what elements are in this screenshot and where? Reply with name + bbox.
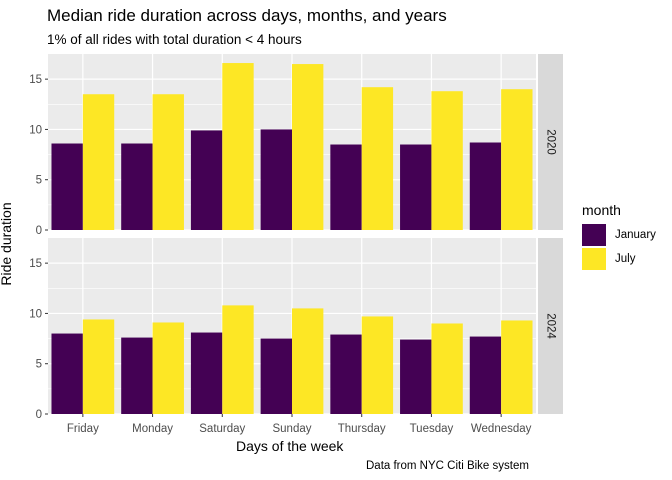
bar-2020-july-thursday <box>361 87 394 230</box>
bar-2020-july-saturday <box>222 63 254 231</box>
facet-strip-label-2024: 2024 <box>544 313 556 339</box>
x-tick-label-sunday: Sunday <box>272 423 311 435</box>
bar-2020-january-wednesday <box>469 142 502 230</box>
bar-2024-july-sunday <box>292 308 324 414</box>
x-tick-label-thursday: Thursday <box>338 423 386 435</box>
legend-label-january: January <box>615 229 656 241</box>
facet-panel-2020: 0 5 10 15 2020 <box>29 54 563 237</box>
y-tick-label: 5 <box>36 175 42 187</box>
bar-2024-july-friday <box>82 319 115 414</box>
bar-2024-july-thursday <box>361 316 394 414</box>
y-tick-label: 0 <box>36 409 42 421</box>
bar-2020-january-friday <box>51 143 83 230</box>
bar-2024-january-friday <box>51 333 83 414</box>
y-tick-label: 5 <box>36 359 42 371</box>
y-tick-label: 10 <box>29 308 42 320</box>
bar-2020-july-tuesday <box>431 91 463 230</box>
chart-caption: Data from NYC Citi Bike system <box>366 460 529 472</box>
bar-2024-july-monday <box>152 322 184 414</box>
x-tick-label-wednesday: Wednesday <box>471 423 532 435</box>
y-tick-label: 15 <box>29 74 42 86</box>
bar-2024-january-saturday <box>190 332 223 414</box>
bar-2024-january-monday <box>121 337 153 414</box>
bar-2020-january-sunday <box>260 129 292 230</box>
bar-2020-january-tuesday <box>400 144 432 230</box>
y-tick-label: 0 <box>36 225 42 237</box>
legend-title: month <box>582 202 621 218</box>
bar-2020-january-monday <box>121 143 153 230</box>
chart-title: Median ride duration across days, months… <box>47 6 447 25</box>
y-tick-label: 15 <box>29 258 42 270</box>
x-tick-label-friday: Friday <box>67 423 99 435</box>
x-tick-label-monday: Monday <box>132 423 173 435</box>
bar-2024-january-sunday <box>260 338 292 414</box>
x-tick-label-saturday: Saturday <box>199 423 245 435</box>
legend-key-january <box>582 224 606 246</box>
bar-2024-july-wednesday <box>501 320 533 414</box>
bar-2024-july-saturday <box>222 305 254 414</box>
x-axis-label: Days of the week <box>236 438 344 454</box>
bar-2020-january-thursday <box>330 144 362 230</box>
bar-2020-july-wednesday <box>501 89 533 230</box>
bar-2024-january-wednesday <box>469 336 502 414</box>
y-axis-label: Ride duration <box>0 202 14 286</box>
legend-item-july: July <box>582 248 635 270</box>
bar-2024-january-thursday <box>330 334 362 414</box>
facet-strip <box>538 238 563 414</box>
bar-2020-january-saturday <box>190 130 223 230</box>
facet-panel-2024: 0 5 10 15 2024 <box>29 238 563 421</box>
bar-2020-july-sunday <box>292 64 324 230</box>
bar-2024-july-tuesday <box>431 323 463 414</box>
facet-strip-label-2020: 2020 <box>544 129 556 155</box>
legend-key-july <box>582 248 606 270</box>
bar-2024-january-tuesday <box>400 339 432 414</box>
legend-label-july: July <box>615 253 636 265</box>
y-tick-label: 10 <box>29 124 42 136</box>
facet-strip <box>538 54 563 230</box>
bar-2020-july-friday <box>82 94 115 230</box>
chart-subtitle: 1% of all rides with total duration < 4 … <box>47 32 302 47</box>
legend-item-january: January <box>582 224 656 246</box>
bar-2020-july-monday <box>152 94 184 230</box>
x-tick-label-tuesday: Tuesday <box>410 423 454 435</box>
